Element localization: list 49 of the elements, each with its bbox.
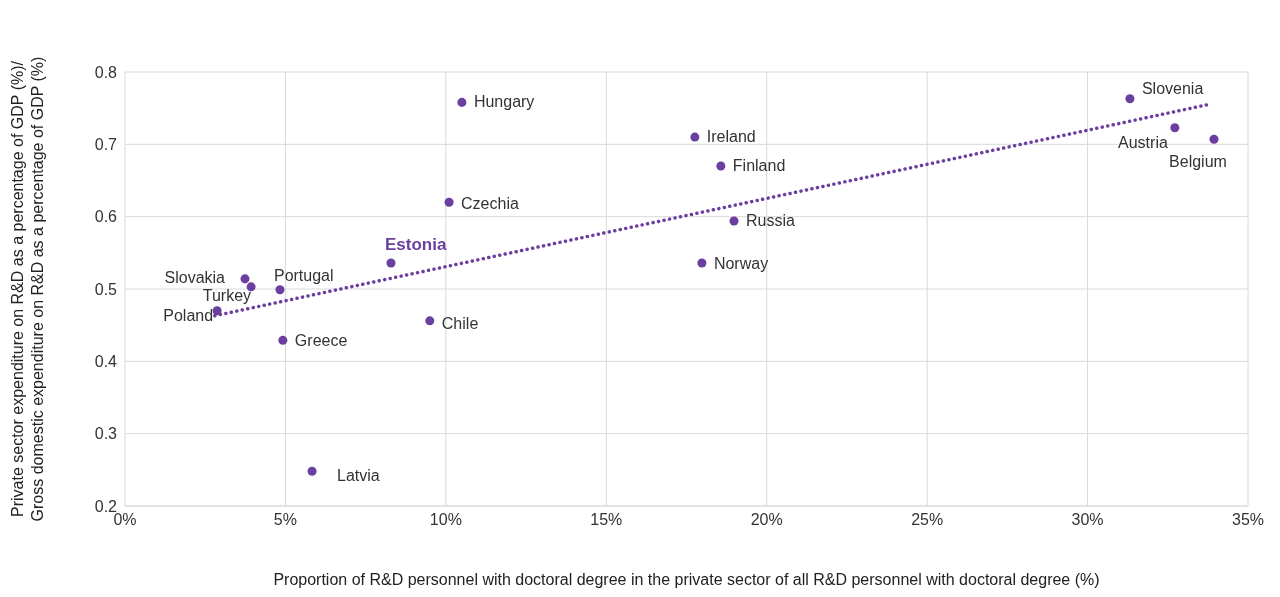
- y-tick-label: 0.6: [94, 208, 118, 226]
- point: [690, 132, 700, 142]
- annotation: Poland: [163, 306, 214, 324]
- point: [1170, 123, 1180, 133]
- y-tick-label: 0.3: [94, 425, 118, 443]
- annotation: Latvia: [337, 467, 380, 485]
- series-label: Estonia: [384, 234, 447, 254]
- x-tick-label: 20%: [750, 511, 783, 529]
- y-tick-label: 0.7: [94, 136, 118, 154]
- point: [716, 161, 726, 171]
- annotation: Turkey: [202, 286, 252, 304]
- x-tick-label: 25%: [911, 511, 944, 529]
- annotation: Finland: [732, 157, 786, 175]
- y-tick-label: 0.8: [94, 63, 118, 81]
- x-axis-title: Proportion of R&D personnel with doctoral degree in the private sector of all R&D personnel with doctoral degree (%): [272, 571, 1101, 589]
- annotation: Slovakia: [164, 268, 226, 286]
- point: [425, 316, 435, 326]
- point: [275, 285, 285, 295]
- y-tick-label: 0.4: [94, 353, 118, 371]
- y-tick-label: 0.5: [94, 280, 118, 298]
- point: [697, 258, 707, 268]
- point: [212, 306, 222, 316]
- annotation: Slovenia: [1141, 79, 1204, 97]
- annotation: Austria: [1118, 133, 1168, 151]
- point: [1209, 134, 1219, 144]
- annotation: Chile: [441, 314, 479, 332]
- annotation: Norway: [713, 254, 769, 272]
- x-tick-label: 10%: [429, 511, 462, 529]
- point: [307, 466, 317, 476]
- x-tick-label: 30%: [1071, 511, 1104, 529]
- point: [729, 216, 739, 226]
- x-tick-label: 15%: [590, 511, 623, 529]
- y-axis-title: Private sector expenditure on R&D as a percentage of GDP (%)/ Gross domestic expenditure on R&D as a percentage of GDP (%): [8, 55, 47, 524]
- x-tick-label: 35%: [1231, 511, 1265, 529]
- point: [1125, 94, 1135, 104]
- point: [278, 335, 288, 345]
- annotation: Portugal: [273, 266, 334, 284]
- annotation: Greece: [294, 332, 348, 350]
- annotation: Hungary: [473, 93, 535, 111]
- annotation: Czechia: [461, 195, 519, 213]
- point: [457, 97, 467, 107]
- annotation: Ireland: [706, 128, 756, 146]
- point: [386, 258, 396, 268]
- annotation: Russia: [745, 212, 795, 230]
- annotation: Belgium: [1169, 153, 1227, 171]
- point: [240, 274, 250, 284]
- point: [444, 197, 454, 207]
- x-tick-label: 0%: [113, 511, 137, 529]
- x-tick-label: 5%: [273, 511, 297, 529]
